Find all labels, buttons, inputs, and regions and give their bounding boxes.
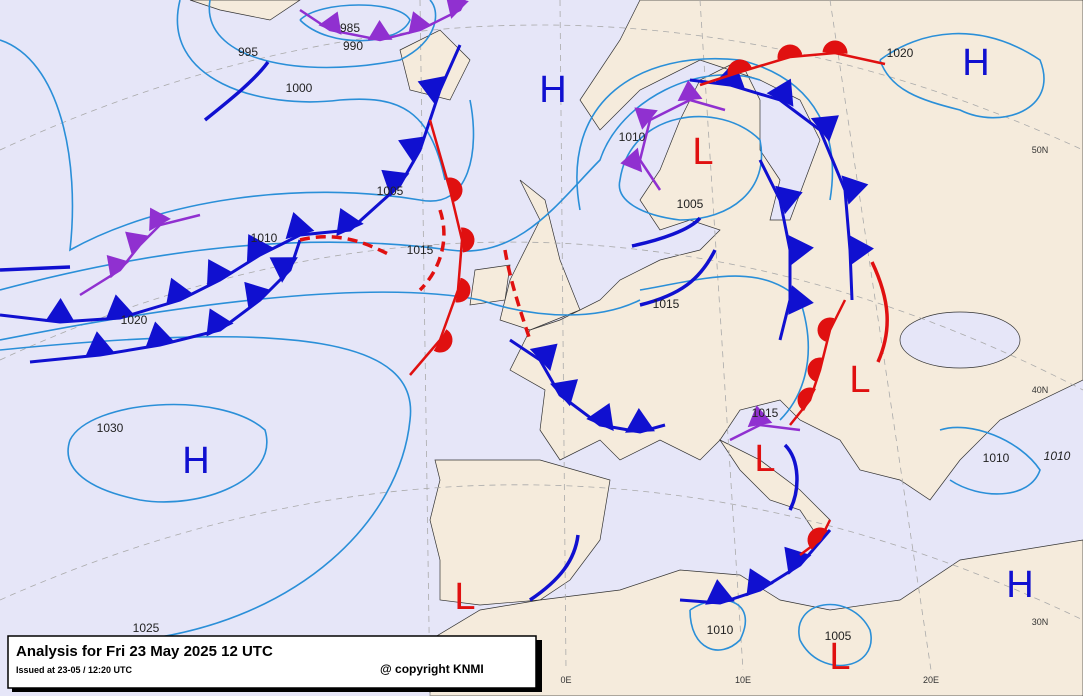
isobar-label: 1010 bbox=[619, 130, 646, 144]
title-panel bbox=[7, 635, 537, 689]
graticule-label: 0E bbox=[560, 675, 571, 685]
isobar-label: 1010 bbox=[707, 623, 734, 637]
isobar-label: 1005 bbox=[677, 197, 704, 211]
isobar-label: 1020 bbox=[121, 313, 148, 327]
isobar-label: 990 bbox=[343, 39, 363, 53]
isobar-label: 985 bbox=[340, 21, 360, 35]
isobar-label: 1015 bbox=[752, 406, 779, 420]
pressure-center: H bbox=[962, 42, 989, 84]
isobar-label: 1005 bbox=[377, 184, 404, 198]
isobar-label: 1010 bbox=[983, 451, 1010, 465]
isobar-label: 1015 bbox=[653, 297, 680, 311]
title: Analysis for Fri 23 May 2025 12 UTC bbox=[16, 643, 273, 660]
isobar-label: 1005 bbox=[825, 629, 852, 643]
graticule-label: 10E bbox=[735, 675, 751, 685]
pressure-center: L bbox=[829, 636, 850, 678]
isobar-label: 1030 bbox=[97, 421, 124, 435]
isobar-label: 1010 bbox=[1044, 449, 1071, 463]
isobar-label: 995 bbox=[238, 45, 258, 59]
pressure-center: H bbox=[539, 69, 566, 111]
issued: Issued at 23-05 / 12:20 UTC bbox=[16, 665, 133, 675]
isobar-label: 1015 bbox=[407, 243, 434, 257]
graticule-label: 30N bbox=[1032, 617, 1049, 627]
pressure-center: L bbox=[754, 438, 775, 480]
isobar-label: 1010 bbox=[251, 231, 278, 245]
title-box: Analysis for Fri 23 May 2025 12 UTC Issu… bbox=[7, 635, 542, 692]
graticule-label: 20E bbox=[923, 675, 939, 685]
isobar-label: 1020 bbox=[887, 46, 914, 60]
pressure-center: L bbox=[454, 576, 475, 618]
fronts bbox=[0, 0, 889, 605]
graticule-label: 50N bbox=[1032, 145, 1049, 155]
isobar-label: 1000 bbox=[286, 81, 313, 95]
graticule-label: 40N bbox=[1032, 385, 1049, 395]
copyright: @ copyright KNMI bbox=[380, 662, 484, 676]
pressure-center: H bbox=[1006, 564, 1033, 606]
pressure-center: L bbox=[849, 359, 870, 401]
pressure-center: L bbox=[692, 131, 713, 173]
pressure-center: H bbox=[182, 440, 209, 482]
isobar-label: 1025 bbox=[133, 621, 160, 635]
